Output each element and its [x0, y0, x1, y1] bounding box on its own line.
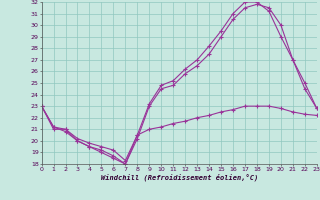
X-axis label: Windchill (Refroidissement éolien,°C): Windchill (Refroidissement éolien,°C): [100, 173, 258, 181]
